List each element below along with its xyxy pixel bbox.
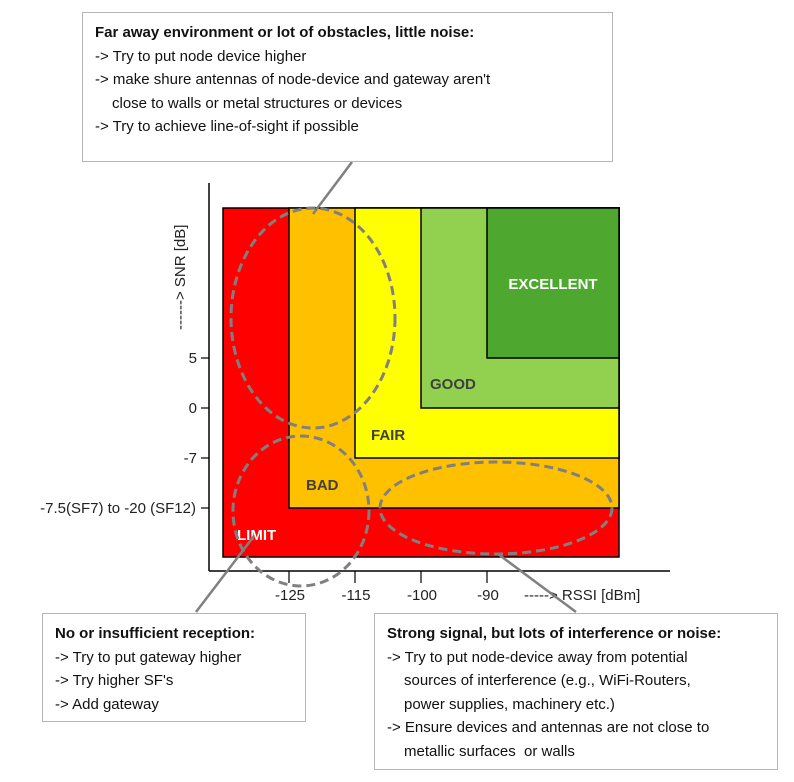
callout-line: metallic surfaces or walls xyxy=(404,742,575,760)
callout-line: -> Try to achieve line-of-sight if possi… xyxy=(95,118,359,135)
x-tick-label: -100 xyxy=(407,587,437,604)
y-axis-title: ------> SNR [dB] xyxy=(172,225,189,330)
zone-label-limit: LIMIT xyxy=(237,527,276,544)
zone-label-excellent: EXCELLENT xyxy=(508,276,597,293)
connector-top xyxy=(312,161,353,215)
connector-right xyxy=(497,552,577,614)
x-axis-title: -----> RSSI [dBm] xyxy=(524,587,640,604)
y-tick-label: -7.5(SF7) to -20 (SF12) xyxy=(40,500,196,517)
callout-line: -> Try higher SF's xyxy=(55,672,174,689)
callout-line: -> Try to put gateway higher xyxy=(55,648,242,666)
callout-title: No or insufficient reception: xyxy=(55,625,256,642)
x-tick-label: -125 xyxy=(275,587,305,604)
zone-label-bad: BAD xyxy=(306,477,339,494)
callout-title: Far away environment or lot of obstacles… xyxy=(95,24,475,41)
callout-far-away: Far away environment or lot of obstacles… xyxy=(82,12,613,162)
callout-line: -> Try to put node-device away from pote… xyxy=(387,648,688,666)
highlight-ellipse-interference xyxy=(378,460,614,556)
y-tick-label: 5 xyxy=(189,350,197,367)
callout-title: Strong signal, but lots of interference … xyxy=(387,625,722,642)
y-tick-label: -7 xyxy=(184,450,197,467)
callout-line: -> Ensure devices and antennas are not c… xyxy=(387,719,710,736)
callout-line: -> Try to put node device higher xyxy=(95,47,307,65)
callout-no-reception: No or insufficient reception: -> Try to … xyxy=(42,613,306,722)
zone-label-good: GOOD xyxy=(430,376,476,393)
connector-left xyxy=(195,535,255,613)
callout-line: -> make shure antennas of node-device an… xyxy=(95,71,491,88)
x-tick-label: -115 xyxy=(342,587,371,604)
callout-line: close to walls or metal structures or de… xyxy=(112,94,403,112)
callout-interference: Strong signal, but lots of interference … xyxy=(374,613,778,770)
zone-label-fair: FAIR xyxy=(371,427,405,444)
highlight-ellipse-far-away xyxy=(229,206,397,430)
y-tick-label: 0 xyxy=(189,400,197,417)
zone-excellent xyxy=(486,207,620,359)
callout-line: power supplies, machinery etc.) xyxy=(404,695,615,713)
x-tick-label: -90 xyxy=(477,587,499,604)
callout-line: -> Add gateway xyxy=(55,695,159,713)
callout-line: sources of interference (e.g., WiFi-Rout… xyxy=(404,672,691,689)
highlight-ellipse-no-reception xyxy=(231,434,371,588)
